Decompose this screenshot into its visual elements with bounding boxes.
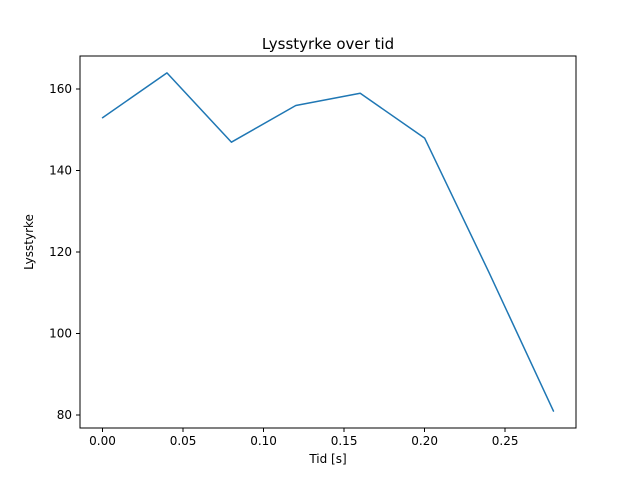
y-tick-label: 120 xyxy=(49,245,72,259)
y-axis-label: Lysstyrke xyxy=(22,214,36,270)
y-tick-label: 100 xyxy=(49,327,72,341)
y-tick-label: 80 xyxy=(57,408,72,422)
chart-title: Lysstyrke over tid xyxy=(262,35,394,53)
x-axis-label: Tid [s] xyxy=(308,452,346,466)
x-tick-label: 0.05 xyxy=(170,434,197,448)
x-tick-label: 0.20 xyxy=(411,434,438,448)
x-tick-label: 0.00 xyxy=(89,434,116,448)
y-tick-label: 140 xyxy=(49,164,72,178)
plot-area: 0.00 0.05 0.10 0.15 0.20 0.25 80 100 120 140 160 xyxy=(49,55,577,448)
y-tick-label: 160 xyxy=(49,82,72,96)
data-line xyxy=(101,72,555,412)
x-tick-label: 0.10 xyxy=(250,434,277,448)
x-tick-label: 0.15 xyxy=(331,434,358,448)
axes-spines xyxy=(79,55,577,429)
x-tick-label: 0.25 xyxy=(492,434,519,448)
